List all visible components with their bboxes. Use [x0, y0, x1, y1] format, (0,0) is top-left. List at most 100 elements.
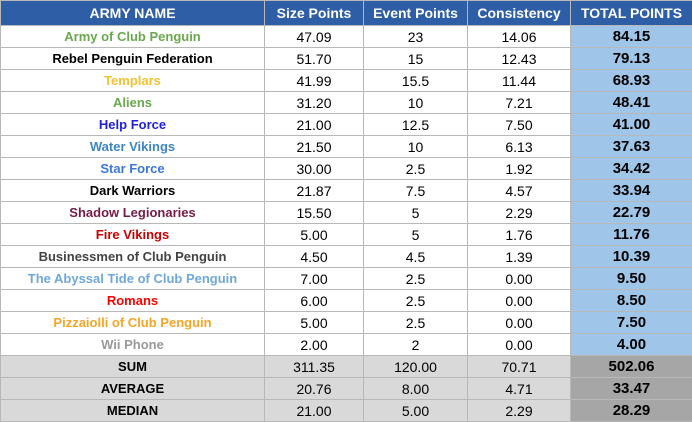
- army-name-cell: Romans: [1, 290, 265, 312]
- consistency-cell: 4.57: [468, 180, 571, 202]
- consistency-cell: 11.44: [468, 70, 571, 92]
- size-points-cell: 311.35: [265, 356, 364, 378]
- army-name-cell: Fire Vikings: [1, 224, 265, 246]
- size-points-cell: 30.00: [265, 158, 364, 180]
- total-points-cell: 10.39: [571, 246, 692, 268]
- size-points-cell: 47.09: [265, 26, 364, 48]
- army-name-cell: Templars: [1, 70, 265, 92]
- consistency-cell: 14.06: [468, 26, 571, 48]
- event-points-cell: 2: [364, 334, 468, 356]
- size-points-cell: 51.70: [265, 48, 364, 70]
- total-points-cell: 4.00: [571, 334, 692, 356]
- army-name-cell: Shadow Legionaries: [1, 202, 265, 224]
- total-points-cell: 84.15: [571, 26, 692, 48]
- size-points-cell: 20.76: [265, 378, 364, 400]
- header-total-points: TOTAL POINTS: [571, 1, 692, 26]
- consistency-cell: 4.71: [468, 378, 571, 400]
- event-points-cell: 23: [364, 26, 468, 48]
- army-name-cell: Pizzaiolli of Club Penguin: [1, 312, 265, 334]
- total-points-cell: 34.42: [571, 158, 692, 180]
- summary-label-cell: MEDIAN: [1, 400, 265, 422]
- event-points-cell: 2.5: [364, 158, 468, 180]
- event-points-cell: 15: [364, 48, 468, 70]
- army-name-cell: Wii Phone: [1, 334, 265, 356]
- army-name-cell: Help Force: [1, 114, 265, 136]
- event-points-cell: 2.5: [364, 312, 468, 334]
- army-name-cell: The Abyssal Tide of Club Penguin: [1, 268, 265, 290]
- total-points-cell: 33.94: [571, 180, 692, 202]
- total-points-cell: 502.06: [571, 356, 692, 378]
- consistency-cell: 0.00: [468, 334, 571, 356]
- size-points-cell: 41.99: [265, 70, 364, 92]
- event-points-cell: 5: [364, 224, 468, 246]
- army-name-cell: Businessmen of Club Penguin: [1, 246, 265, 268]
- total-points-cell: 79.13: [571, 48, 692, 70]
- army-name-cell: Star Force: [1, 158, 265, 180]
- event-points-cell: 8.00: [364, 378, 468, 400]
- army-name-cell: Aliens: [1, 92, 265, 114]
- total-points-cell: 7.50: [571, 312, 692, 334]
- event-points-cell: 5.00: [364, 400, 468, 422]
- consistency-cell: 2.29: [468, 400, 571, 422]
- total-points-cell: 68.93: [571, 70, 692, 92]
- consistency-cell: 12.43: [468, 48, 571, 70]
- army-name-cell: Army of Club Penguin: [1, 26, 265, 48]
- event-points-cell: 10: [364, 92, 468, 114]
- army-name-cell: Dark Warriors: [1, 180, 265, 202]
- size-points-cell: 4.50: [265, 246, 364, 268]
- event-points-cell: 7.5: [364, 180, 468, 202]
- size-points-cell: 21.50: [265, 136, 364, 158]
- event-points-cell: 4.5: [364, 246, 468, 268]
- header-consistency: Consistency: [468, 1, 571, 26]
- total-points-cell: 22.79: [571, 202, 692, 224]
- size-points-cell: 21.00: [265, 400, 364, 422]
- header-event-points: Event Points: [364, 1, 468, 26]
- header-row: ARMY NAME Size Points Event Points Consi…: [1, 1, 692, 26]
- total-points-cell: 33.47: [571, 378, 692, 400]
- size-points-cell: 21.00: [265, 114, 364, 136]
- consistency-cell: 7.50: [468, 114, 571, 136]
- event-points-cell: 5: [364, 202, 468, 224]
- size-points-cell: 6.00: [265, 290, 364, 312]
- size-points-cell: 21.87: [265, 180, 364, 202]
- total-points-cell: 9.50: [571, 268, 692, 290]
- header-size-points: Size Points: [265, 1, 364, 26]
- consistency-cell: 6.13: [468, 136, 571, 158]
- consistency-cell: 2.29: [468, 202, 571, 224]
- size-points-cell: 2.00: [265, 334, 364, 356]
- event-points-cell: 120.00: [364, 356, 468, 378]
- total-points-cell: 28.29: [571, 400, 692, 422]
- summary-label-cell: SUM: [1, 356, 265, 378]
- army-name-cell: Rebel Penguin Federation: [1, 48, 265, 70]
- event-points-cell: 15.5: [364, 70, 468, 92]
- size-points-cell: 31.20: [265, 92, 364, 114]
- summary-label-cell: AVERAGE: [1, 378, 265, 400]
- total-points-cell: 41.00: [571, 114, 692, 136]
- size-points-cell: 15.50: [265, 202, 364, 224]
- consistency-cell: 70.71: [468, 356, 571, 378]
- consistency-cell: 1.92: [468, 158, 571, 180]
- total-points-cell: 11.76: [571, 224, 692, 246]
- total-points-cell: 37.63: [571, 136, 692, 158]
- consistency-cell: 7.21: [468, 92, 571, 114]
- size-points-cell: 5.00: [265, 224, 364, 246]
- total-points-cell: 48.41: [571, 92, 692, 114]
- consistency-cell: 0.00: [468, 268, 571, 290]
